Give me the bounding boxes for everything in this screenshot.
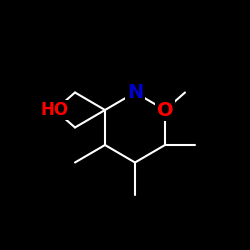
Text: HO: HO (41, 101, 69, 119)
Text: O: O (157, 100, 173, 119)
Text: N: N (127, 83, 143, 102)
